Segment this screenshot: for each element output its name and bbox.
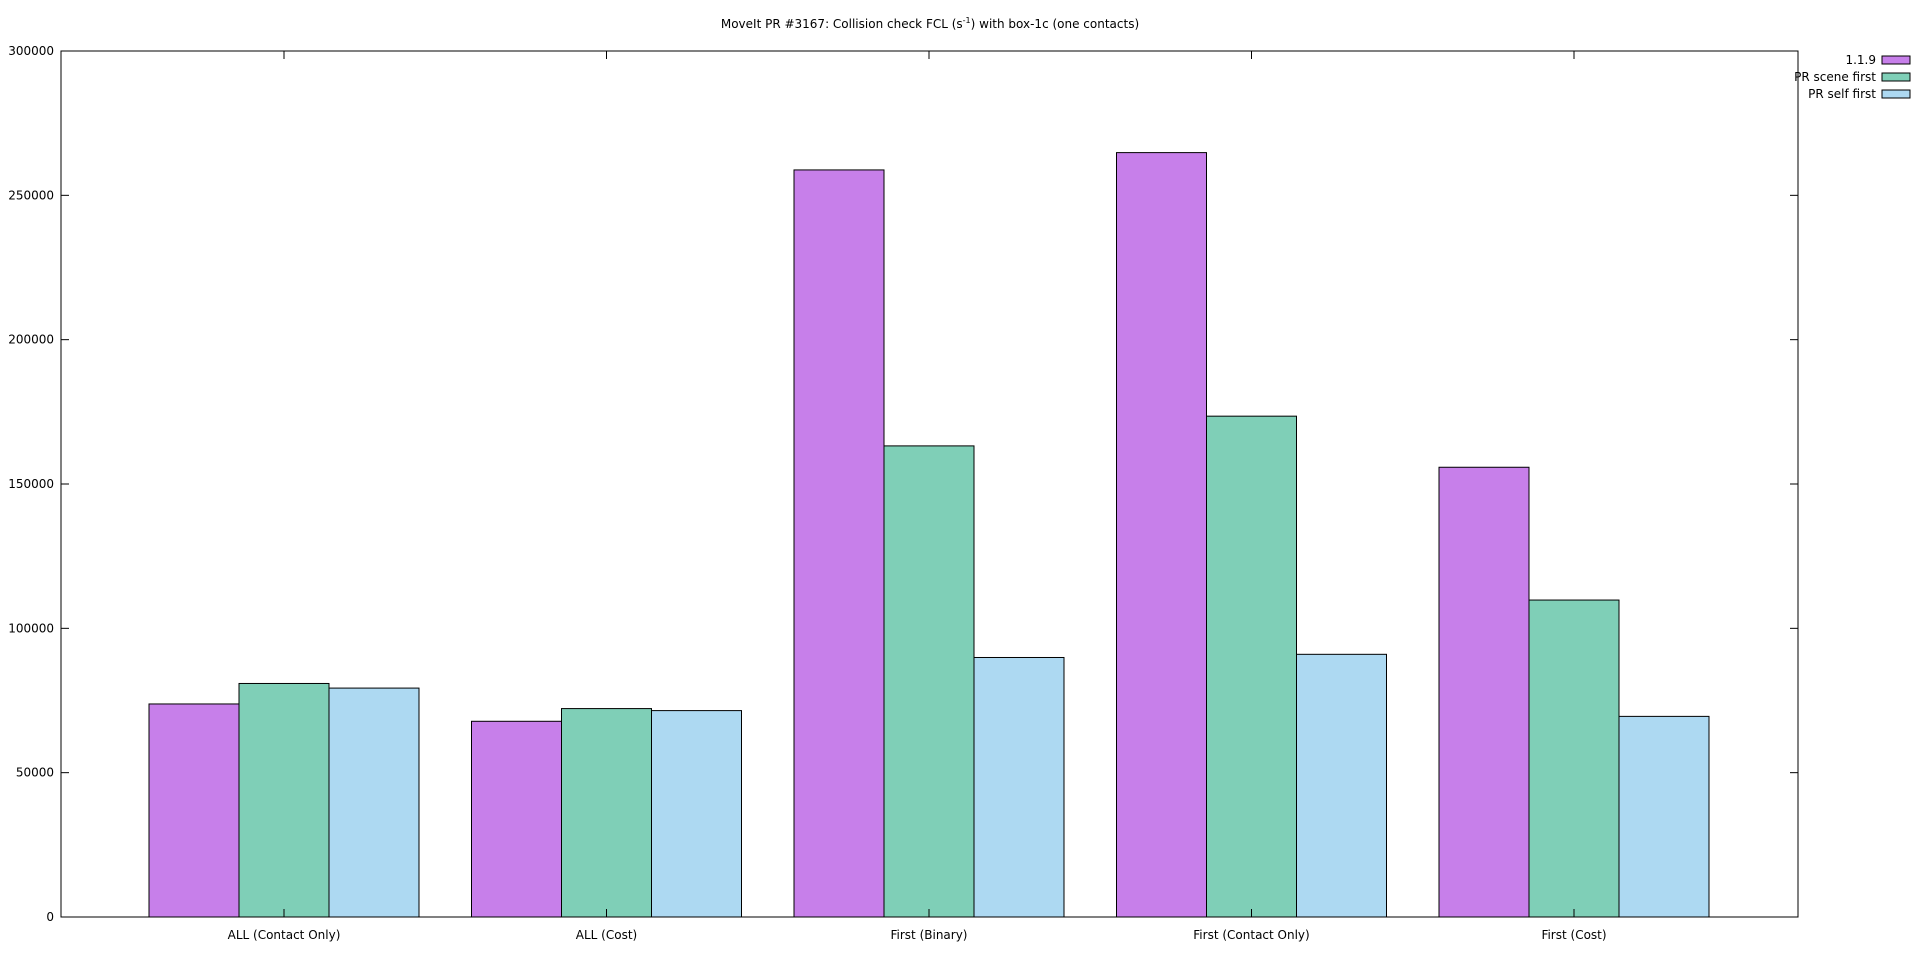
bar bbox=[148, 703, 240, 918]
x-tick-label: First (Cost) bbox=[1541, 928, 1606, 942]
bar bbox=[1296, 653, 1387, 918]
bar bbox=[793, 169, 885, 918]
bar bbox=[883, 445, 975, 918]
y-tick-label: 250000 bbox=[8, 188, 54, 202]
bar bbox=[1528, 599, 1620, 918]
legend-label: PR self first bbox=[1808, 87, 1876, 101]
bar bbox=[1116, 152, 1207, 918]
legend-label: PR scene first bbox=[1794, 70, 1876, 84]
bar bbox=[561, 708, 652, 918]
bar bbox=[1438, 466, 1530, 918]
y-tick-label: 200000 bbox=[8, 333, 54, 347]
chart-title-prefix: MoveIt PR #3167: Collision check FCL (s bbox=[720, 17, 963, 31]
x-tick-label: ALL (Cost) bbox=[576, 928, 637, 942]
x-tick-label: First (Binary) bbox=[891, 928, 968, 942]
bar bbox=[328, 687, 420, 918]
y-tick-label: 100000 bbox=[8, 621, 54, 635]
y-tick-label: 0 bbox=[46, 910, 54, 924]
y-tick-label: 300000 bbox=[8, 44, 54, 58]
x-tick-label: ALL (Contact Only) bbox=[228, 928, 341, 942]
legend-label: 1.1.9 bbox=[1845, 53, 1876, 67]
bar bbox=[238, 682, 330, 918]
legend-swatch bbox=[1881, 72, 1911, 82]
legend-swatch bbox=[1881, 89, 1911, 99]
bar bbox=[1618, 715, 1710, 918]
chart-title: MoveIt PR #3167: Collision check FCL (s-… bbox=[0, 16, 1860, 31]
y-tick-label: 150000 bbox=[8, 477, 54, 491]
chart-title-superscript: -1 bbox=[962, 16, 971, 25]
x-tick-label: First (Contact Only) bbox=[1193, 928, 1309, 942]
bar bbox=[651, 710, 742, 918]
legend-swatch bbox=[1881, 55, 1911, 65]
bar bbox=[471, 720, 562, 918]
bar bbox=[973, 656, 1065, 918]
chart-title-suffix: ) with box-1c (one contacts) bbox=[970, 17, 1140, 31]
y-tick-label: 50000 bbox=[16, 766, 54, 780]
bar bbox=[1206, 415, 1297, 918]
